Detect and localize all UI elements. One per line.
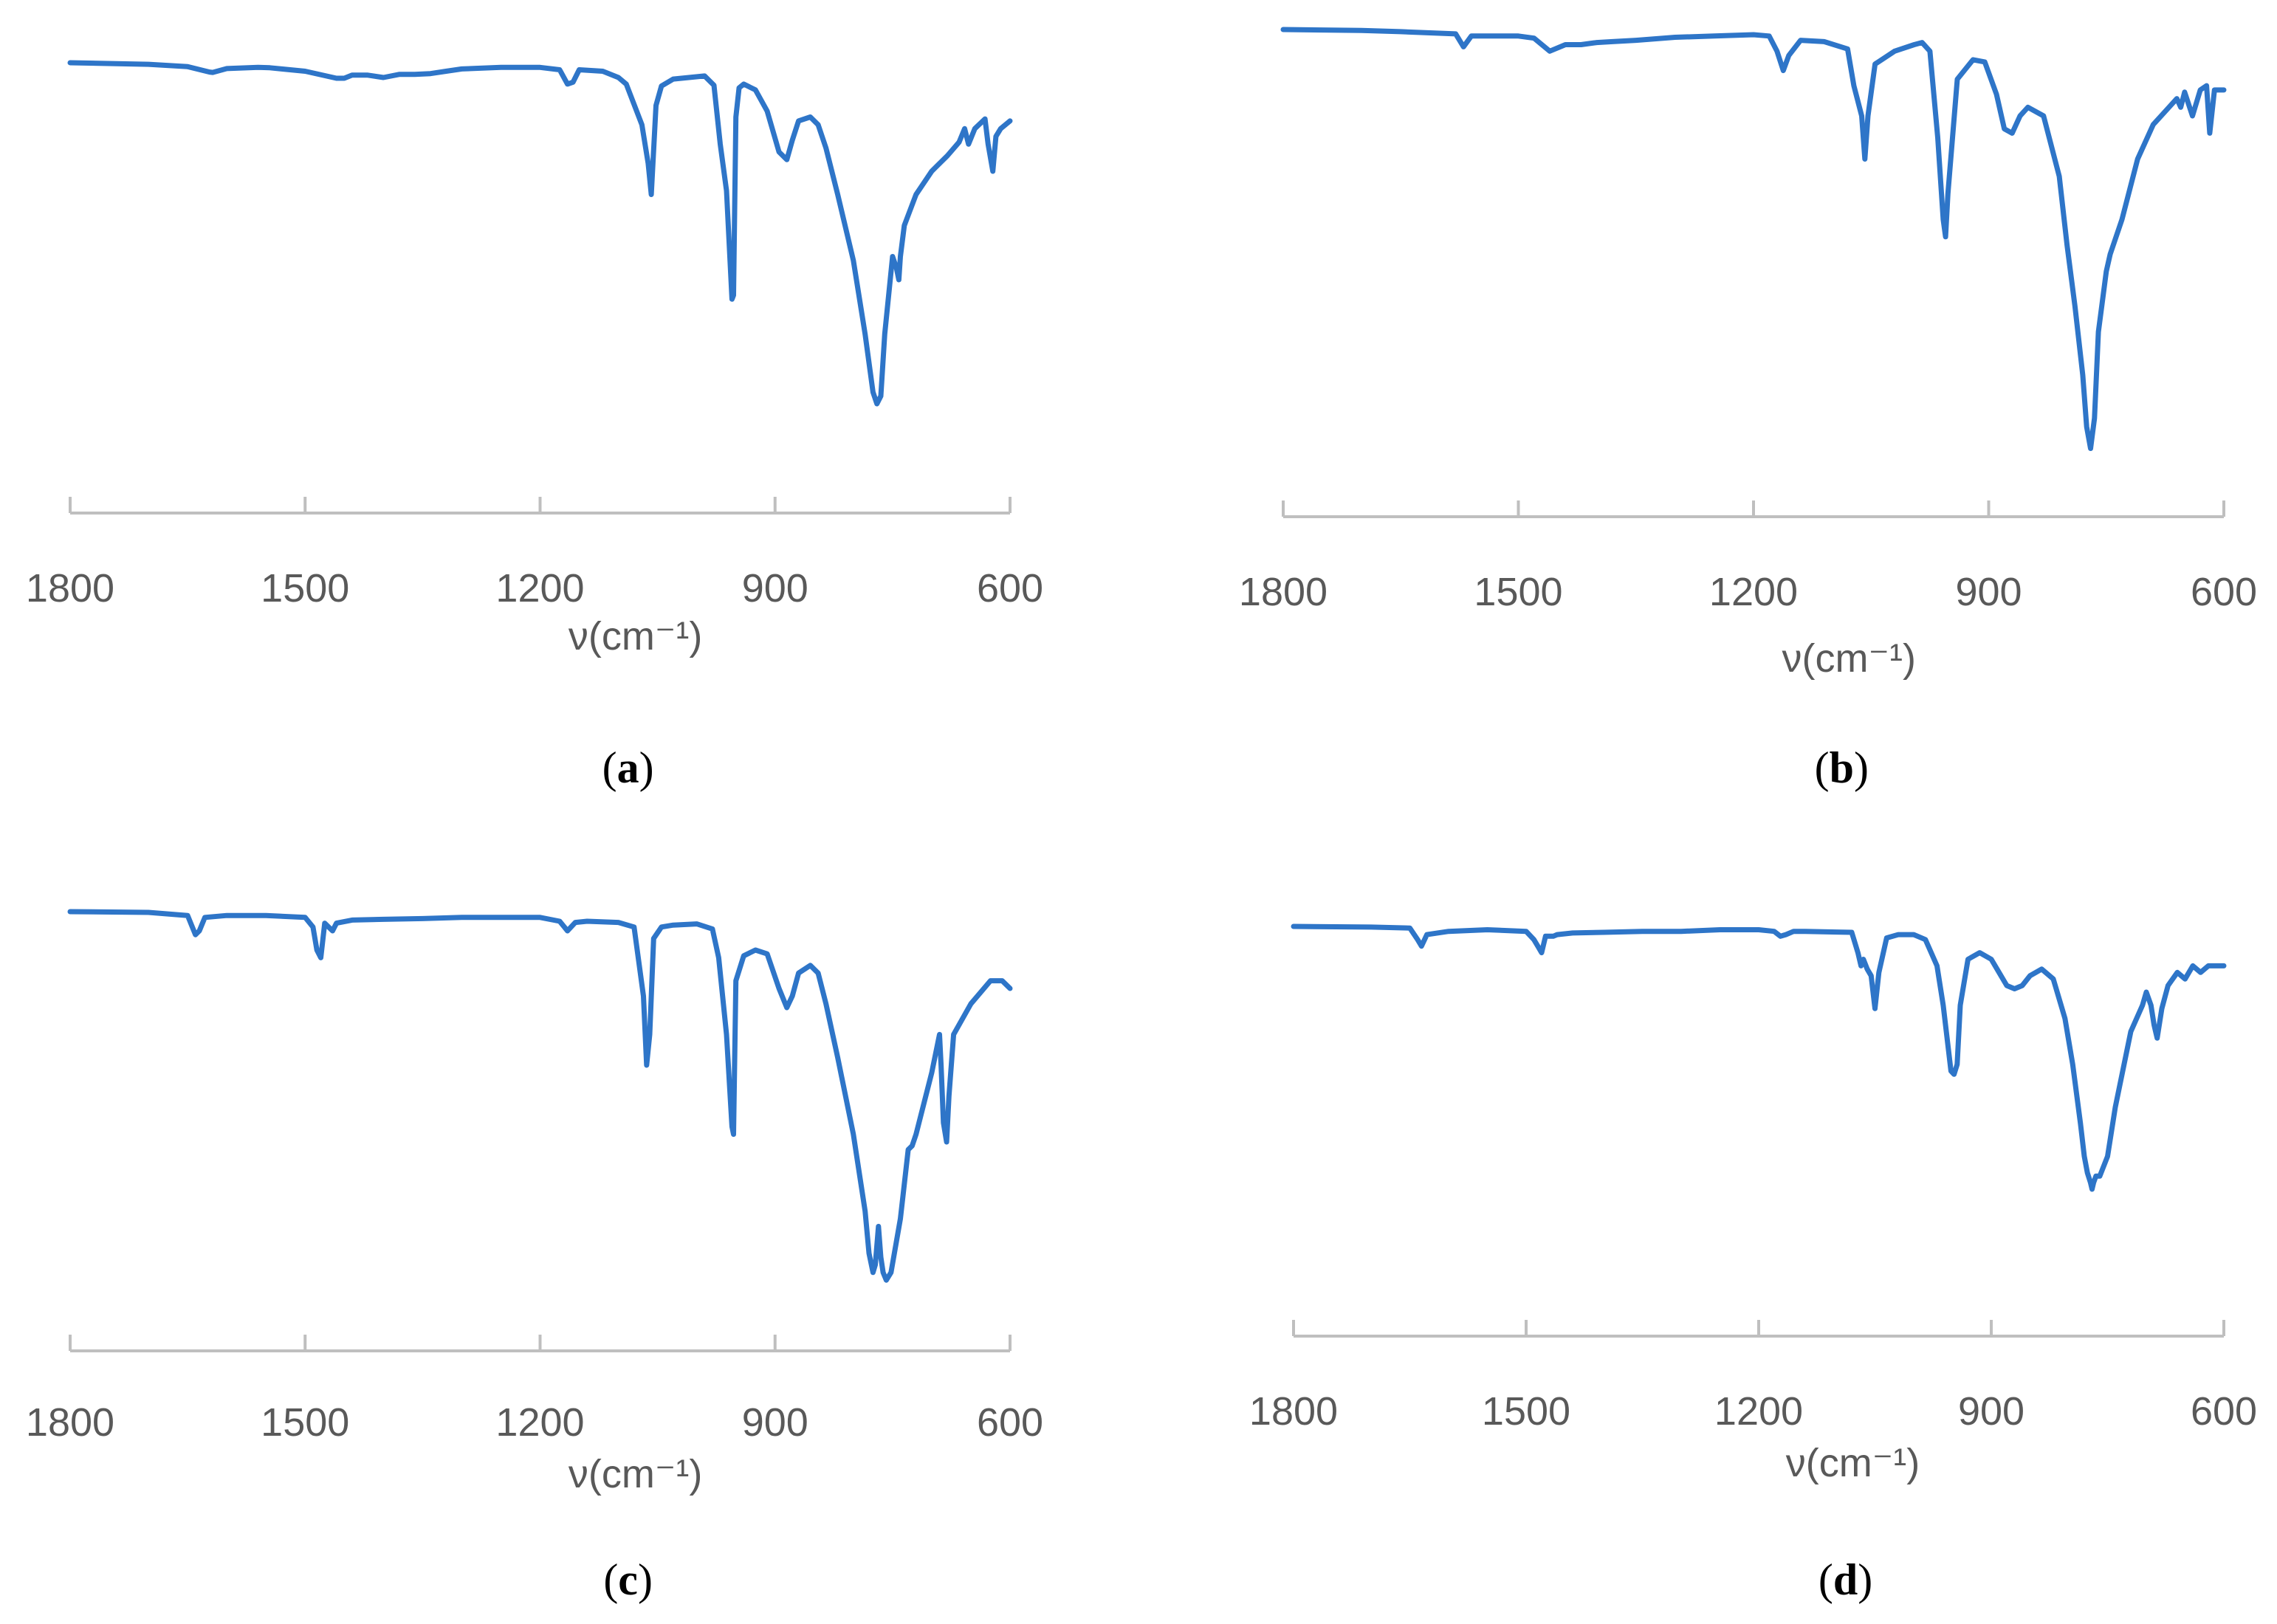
x-axis-ticks <box>1292 1320 2225 1336</box>
x-tick-label: 1200 <box>495 566 584 610</box>
x-tick-label: 1500 <box>1474 570 1562 614</box>
spectrum-line <box>67 909 1013 1283</box>
x-tick-label: 600 <box>977 566 1043 610</box>
x-tick-label: 1800 <box>26 566 114 610</box>
x-tick-label: 1800 <box>1239 570 1328 614</box>
panel-d: 1800 1500 1200 900 600 ν(cm⁻¹) (d) <box>1249 923 2257 1604</box>
x-tick-labels: 1800 1500 1200 900 600 <box>26 1400 1043 1445</box>
panel-caption: (a) <box>602 743 654 792</box>
panel-letter: c <box>618 1555 638 1604</box>
spectrum-line <box>1291 923 2227 1192</box>
panel-caption: (c) <box>603 1555 653 1604</box>
x-tick-label: 1800 <box>26 1400 114 1445</box>
x-tick-label: 1200 <box>495 1400 584 1445</box>
x-tick-labels: 1800 1500 1200 900 600 <box>1239 570 2257 614</box>
x-tick-label: 900 <box>1955 570 2022 614</box>
panel-letter: d <box>1833 1555 1858 1604</box>
x-axis-ticks <box>69 1335 1012 1351</box>
x-axis-title: ν(cm⁻¹) <box>1782 636 1916 681</box>
x-tick-label: 600 <box>2191 570 2257 614</box>
x-axis-ticks <box>69 497 1012 513</box>
x-tick-label: 900 <box>742 1400 808 1445</box>
x-tick-label: 900 <box>1958 1389 2024 1434</box>
x-tick-labels: 1800 1500 1200 900 600 <box>26 566 1043 610</box>
x-tick-labels: 1800 1500 1200 900 600 <box>1249 1389 2257 1434</box>
x-tick-label: 1500 <box>1482 1389 1570 1434</box>
x-tick-label: 1200 <box>1709 570 1798 614</box>
panel-caption: (d) <box>1818 1555 1872 1604</box>
x-axis-title: ν(cm⁻¹) <box>569 1452 702 1496</box>
x-tick-label: 1800 <box>1249 1389 1338 1434</box>
x-tick-label: 600 <box>977 1400 1043 1445</box>
x-tick-label: 1200 <box>1714 1389 1803 1434</box>
panel-c: 1800 1500 1200 900 600 ν(cm⁻¹) (c) <box>26 909 1043 1604</box>
panel-b: 1800 1500 1200 900 600 ν(cm⁻¹) (b) <box>1239 27 2257 792</box>
panel-caption: (b) <box>1815 743 1869 792</box>
x-axis-ticks <box>1282 500 2225 517</box>
x-axis-title: ν(cm⁻¹) <box>569 614 702 658</box>
panel-letter: a <box>617 743 639 792</box>
x-tick-label: 600 <box>2191 1389 2257 1434</box>
x-axis-title: ν(cm⁻¹) <box>1786 1441 1920 1485</box>
panel-a: 1800 1500 1200 900 600 ν(cm⁻¹) (a) <box>26 60 1043 792</box>
x-tick-label: 1500 <box>261 566 349 610</box>
spectrum-line <box>1280 27 2227 451</box>
panel-letter: b <box>1830 743 1854 792</box>
x-tick-label: 900 <box>742 566 808 610</box>
x-tick-label: 1500 <box>261 1400 349 1445</box>
spectrum-line <box>67 60 1013 407</box>
